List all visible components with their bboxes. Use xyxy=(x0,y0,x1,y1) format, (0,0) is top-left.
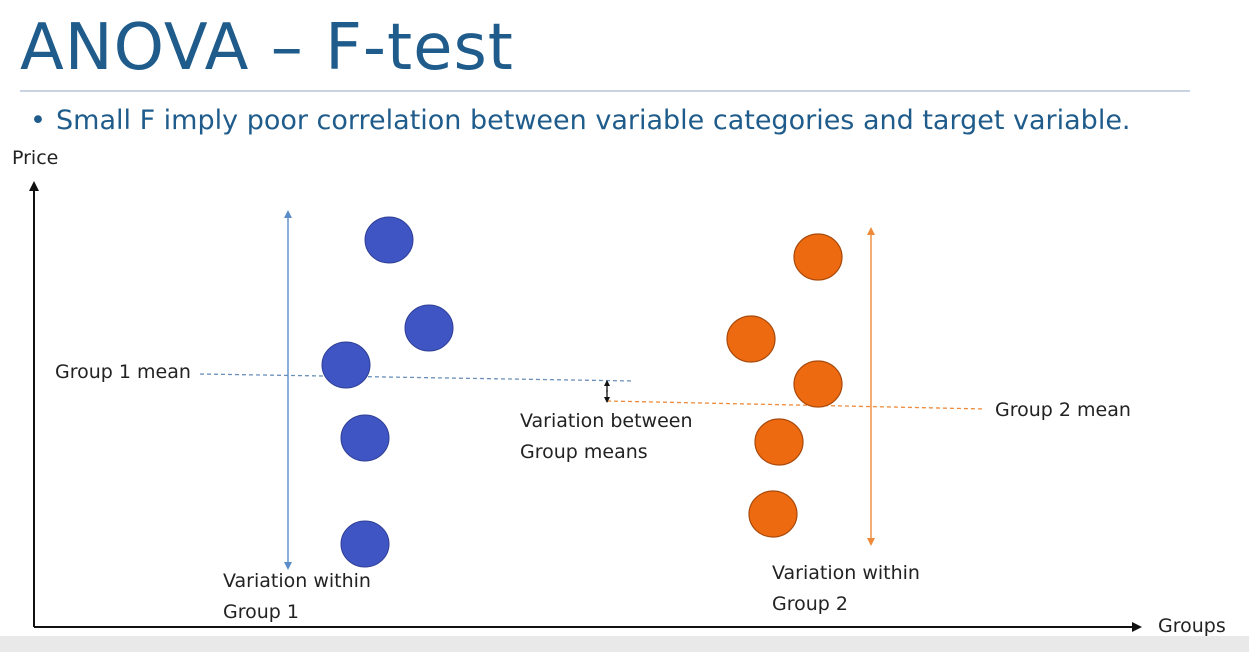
between-label-line2: Group means xyxy=(520,441,648,463)
group1-variation-label-line1: Variation within xyxy=(223,570,371,592)
group2-mean-label: Group 2 mean xyxy=(995,399,1131,421)
group2-variation-label-line2: Group 2 xyxy=(772,593,848,615)
group1-variation-label-line2: Group 1 xyxy=(223,601,299,623)
group2-point xyxy=(726,315,776,363)
bullet-text: Small F imply poor correlation between v… xyxy=(56,105,1131,136)
bottom-band xyxy=(0,636,1249,652)
group2-mean-line xyxy=(606,400,986,410)
group1-point xyxy=(404,304,454,352)
group1-point xyxy=(364,216,414,264)
group1-mean-label: Group 1 mean xyxy=(55,361,191,383)
group1-mean-line xyxy=(199,373,635,382)
between-label-line1: Variation between xyxy=(520,410,693,432)
group2-point xyxy=(793,360,843,408)
group2-point xyxy=(754,418,804,466)
y-axis-label: Price xyxy=(12,147,59,169)
group2-point xyxy=(793,233,843,281)
bullet-point: • Small F imply poor correlation between … xyxy=(30,103,1131,139)
slide-title: ANOVA – F-test xyxy=(20,11,514,85)
group1-point xyxy=(340,414,390,462)
x-axis-label: Groups xyxy=(1158,615,1226,637)
group2-variation-label-line1: Variation within xyxy=(772,562,920,584)
group1-point xyxy=(340,520,390,568)
group2-point xyxy=(748,490,798,538)
group1-point xyxy=(321,341,371,389)
bullet-icon: • xyxy=(30,105,46,136)
group2-points xyxy=(726,233,843,538)
group1-points xyxy=(321,216,454,568)
title-divider xyxy=(20,90,1190,92)
